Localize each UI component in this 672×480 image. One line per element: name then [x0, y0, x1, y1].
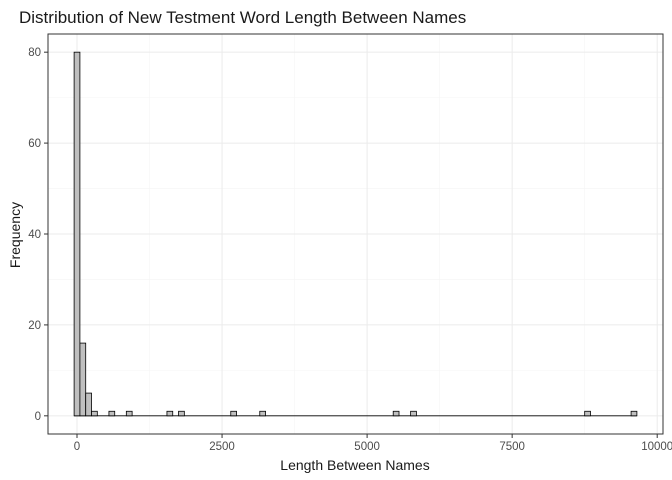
- x-tick-label: 2500: [209, 441, 235, 453]
- histogram-bar: [91, 410, 98, 417]
- histogram-bar: [584, 410, 591, 417]
- x-tick-label: 7500: [499, 441, 525, 453]
- histogram-bar: [73, 51, 81, 417]
- histogram-bar: [630, 410, 638, 417]
- y-axis-title: Frequency: [7, 202, 23, 268]
- y-tick-label: 80: [28, 47, 41, 59]
- y-tick-label: 20: [28, 320, 41, 332]
- x-tick-label: 5000: [354, 441, 380, 453]
- histogram-bar: [410, 410, 417, 417]
- chart-title: Distribution of New Testment Word Length…: [19, 8, 466, 27]
- histogram-bars: [73, 51, 638, 417]
- x-axis-ticks: 0 2500 5000 7500 10000: [74, 434, 672, 453]
- x-axis-title: Length Between Names: [280, 457, 429, 473]
- histogram-bar: [259, 410, 266, 417]
- histogram-bar: [178, 410, 185, 417]
- histogram-bar: [230, 410, 237, 417]
- histogram-bar: [79, 342, 87, 417]
- y-tick-label: 40: [28, 229, 41, 241]
- grid-lines: [48, 34, 663, 434]
- x-tick-label: 0: [74, 441, 80, 453]
- y-tick-label: 0: [35, 411, 41, 423]
- y-tick-label: 60: [28, 138, 41, 150]
- histogram-bar: [392, 410, 400, 417]
- x-tick-label: 10000: [641, 441, 672, 453]
- histogram-bar: [108, 410, 116, 417]
- y-axis-ticks: 0 20 40 60 80: [28, 47, 48, 423]
- histogram-bar: [125, 410, 133, 417]
- histogram-bar: [85, 392, 92, 417]
- histogram-bar: [166, 410, 174, 417]
